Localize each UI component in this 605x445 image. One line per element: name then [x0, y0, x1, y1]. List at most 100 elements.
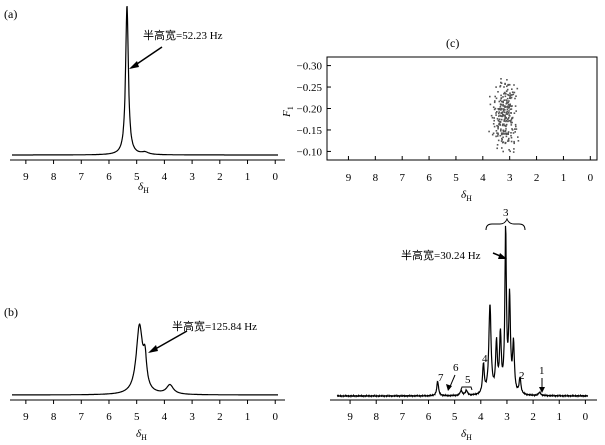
scatter-point: [508, 110, 510, 112]
panel-c-y-tick-label: −0.15: [297, 125, 323, 137]
scatter-point: [489, 95, 491, 98]
panel-d-arrowhead: [498, 253, 507, 259]
peak-label-1: 1: [539, 365, 545, 377]
scatter-point: [514, 128, 516, 130]
panel-a-label: (a): [4, 7, 17, 21]
scatter-point: [499, 85, 502, 87]
scatter-point: [503, 99, 506, 101]
panel-c-x-tick-label: 6: [426, 172, 432, 184]
scatter-point: [498, 122, 501, 125]
scatter-point: [506, 105, 509, 108]
scatter-point: [491, 133, 494, 136]
scatter-point: [495, 135, 497, 138]
scatter-point: [490, 114, 493, 117]
scatter-point: [512, 93, 515, 96]
scatter-point: [514, 97, 516, 100]
scatter-point: [503, 108, 505, 111]
panel-c-x-ticks: 9 8 7 6 5 4 3 2 1 0: [346, 156, 594, 184]
scatter-point: [503, 86, 505, 88]
scatter-point: [506, 79, 508, 81]
scatter-point: [503, 120, 505, 122]
scatter-point: [510, 118, 513, 121]
scatter-point: [506, 97, 509, 100]
scatter-point: [509, 92, 511, 94]
scatter-point: [507, 101, 510, 104]
scatter-point: [503, 111, 506, 114]
scatter-point: [513, 91, 516, 94]
panel-c-x-tick-label: 7: [399, 172, 405, 184]
panel-c: (c) 9 8 7 6 5 4 3 2 1 0 −0.30 −0.25 −0.20 −0.15 −0.10…: [281, 36, 598, 203]
scatter-point: [502, 104, 504, 106]
scatter-point: [497, 127, 499, 130]
scatter-point: [497, 108, 499, 110]
scatter-point: [495, 130, 498, 132]
scatter-point: [500, 97, 503, 99]
panel-d-x-tick-label: 2: [530, 411, 536, 423]
panel-a-arrowhead: [129, 61, 139, 69]
scatter-point: [510, 96, 513, 99]
scatter-point: [504, 141, 507, 144]
scatter-point: [501, 147, 503, 149]
scatter-point: [504, 130, 506, 133]
panel-a-x-tick-label: 2: [217, 171, 223, 183]
scatter-point: [512, 132, 515, 134]
panel-d-x-ticks: 9 8 7 6 5 4 3 2 1 0: [347, 400, 589, 423]
scatter-point: [514, 123, 517, 126]
scatter-point: [504, 82, 506, 85]
scatter-point: [509, 119, 512, 122]
scatter-point: [505, 111, 508, 114]
scatter-point: [498, 112, 500, 115]
scatter-point: [507, 83, 509, 86]
scatter-point: [508, 83, 511, 86]
panel-b-x-tick-label: 6: [106, 411, 112, 423]
scatter-point: [494, 100, 496, 102]
scatter-point: [507, 104, 510, 106]
scatter-point: [497, 133, 499, 136]
scatter-point: [503, 119, 506, 121]
scatter-point: [500, 94, 502, 97]
panel-c-scatter: [488, 78, 520, 153]
scatter-point: [505, 135, 508, 138]
peak-6-arrowhead: [446, 384, 452, 391]
peak-label-5: 5: [465, 374, 471, 386]
scatter-point: [500, 128, 502, 130]
scatter-point: [496, 135, 499, 137]
scatter-point: [505, 102, 508, 105]
scatter-point: [506, 101, 508, 104]
scatter-point: [502, 96, 504, 98]
scatter-point: [515, 125, 517, 128]
scatter-point: [511, 91, 514, 93]
scatter-point: [508, 115, 511, 117]
scatter-point: [493, 119, 495, 122]
scatter-point: [501, 141, 504, 144]
peak-label-6: 6: [453, 362, 459, 374]
scatter-point: [496, 132, 498, 134]
scatter-point: [496, 117, 499, 120]
scatter-point: [500, 82, 503, 84]
scatter-point: [510, 122, 512, 124]
scatter-point: [513, 148, 515, 150]
bracket-3: [485, 217, 526, 231]
panel-c-x-tick-label: 9: [346, 172, 352, 184]
scatter-point: [509, 94, 512, 96]
scatter-point: [488, 130, 490, 133]
scatter-point: [497, 139, 500, 142]
panel-b-x-ticks: 9 8 7 6 5 4 3 2 1 0: [23, 400, 278, 423]
panel-c-x-tick-label: 5: [453, 172, 459, 184]
scatter-point: [510, 124, 513, 126]
scatter-point: [511, 117, 514, 120]
panel-c-frame: [326, 56, 598, 161]
scatter-point: [497, 91, 499, 93]
scatter-point: [511, 129, 514, 131]
scatter-point: [510, 112, 512, 114]
scatter-point: [516, 87, 519, 90]
scatter-point: [498, 115, 500, 117]
scatter-point: [511, 128, 513, 130]
scatter-point: [491, 116, 494, 119]
scatter-point: [506, 100, 508, 102]
scatter-point: [508, 112, 510, 114]
scatter-point: [496, 111, 498, 113]
scatter-point: [500, 118, 503, 121]
scatter-point: [502, 101, 504, 104]
panel-d-x-tick-label: 9: [347, 411, 353, 423]
